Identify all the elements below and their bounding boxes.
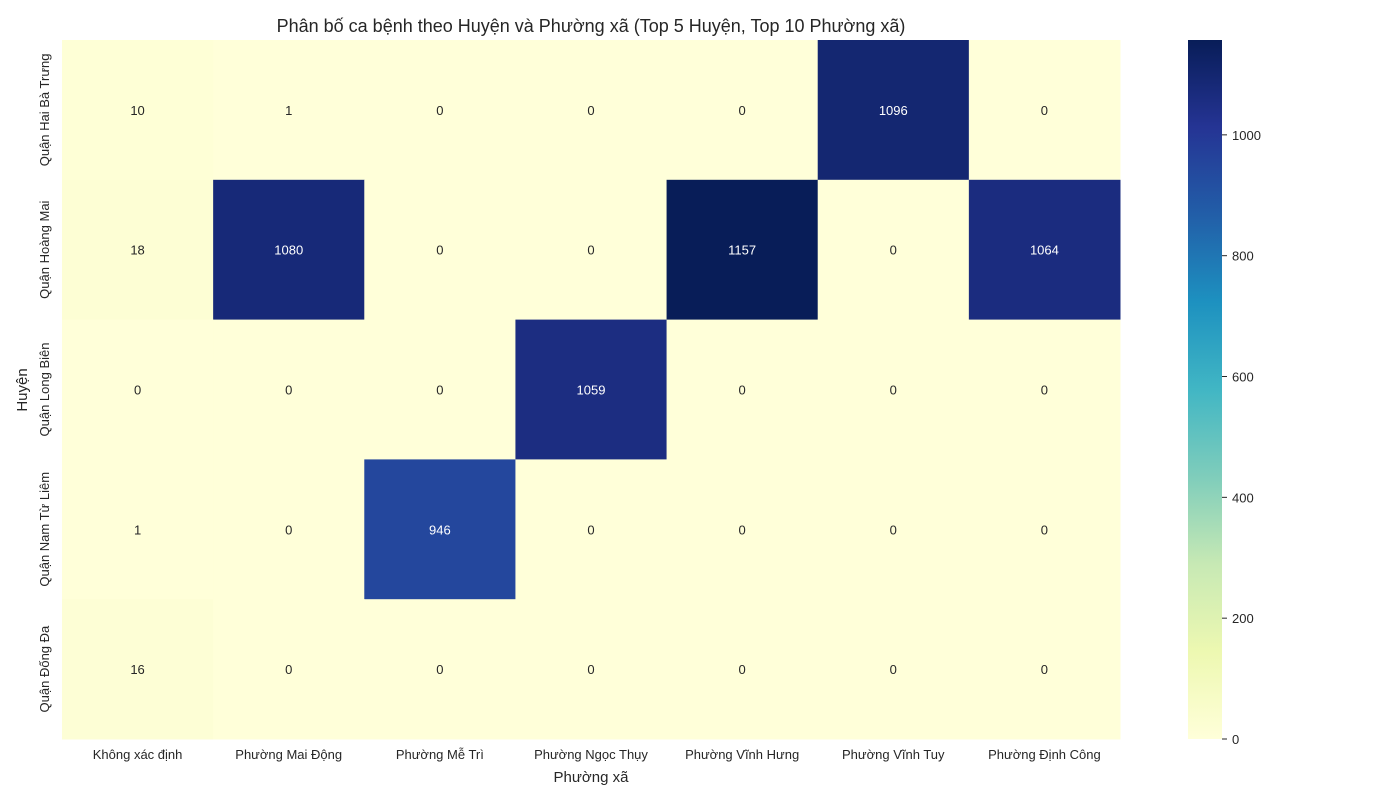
x-tick-labels: Không xác định Phường Mai Động Phường Mễ T… (93, 747, 1101, 762)
x-tick-label: Phường Mai Động (235, 747, 342, 762)
cell-value-label: 1096 (879, 103, 908, 118)
heatmap-cell (62, 459, 214, 600)
colorbar-tick-label: 600 (1232, 370, 1254, 385)
heatmap-cell (968, 599, 1121, 740)
heatmap-cell (213, 179, 365, 321)
cell-value-label: 0 (587, 103, 594, 118)
cell-value-label: 1059 (577, 383, 606, 398)
heatmap-cell (515, 319, 668, 460)
chart-title: Phân bố ca bệnh theo Huyện và Phường xã … (277, 16, 906, 36)
y-axis-label: Huyện (14, 368, 31, 411)
cell-value-label: 0 (739, 522, 746, 537)
cell-value-label: 0 (1041, 662, 1048, 677)
x-tick-label: Phường Vĩnh Hưng (685, 747, 799, 762)
cell-value-label: 0 (436, 383, 443, 398)
heatmap-cell (62, 40, 214, 181)
y-tick-label: Quận Hoàng Mai (37, 200, 52, 298)
cell-value-label: 0 (587, 522, 594, 537)
x-tick-label: Phường Mễ Trì (396, 747, 484, 762)
cell-value-label: 1157 (728, 243, 756, 258)
heatmap-cell (515, 459, 668, 600)
cell-value-label: 10 (130, 103, 144, 118)
colorbar (1188, 40, 1222, 739)
heatmap-cell (515, 599, 668, 740)
heatmap-cell (666, 179, 819, 321)
x-tick-label: Không xác định (93, 747, 183, 762)
cell-value-label: 0 (285, 662, 292, 677)
cell-value-label: 0 (1041, 103, 1048, 118)
cell-value-label: 0 (587, 662, 594, 677)
cell-value-label: 0 (436, 243, 443, 258)
heatmap-cell (213, 319, 365, 460)
heatmap-cell (515, 179, 668, 321)
colorbar-tick-label: 400 (1232, 490, 1254, 505)
heatmap-cell (364, 40, 516, 181)
heatmap-cell (666, 40, 819, 181)
cell-value-label: 0 (587, 243, 594, 258)
cell-value-label: 0 (890, 662, 897, 677)
x-tick-label: Phường Ngọc Thụy (534, 747, 648, 762)
cell-value-label: 0 (739, 662, 746, 677)
cell-value-label: 1064 (1030, 243, 1059, 258)
y-tick-label: Quận Nam Từ Liêm (37, 472, 52, 587)
cell-value-label: 0 (436, 662, 443, 677)
cell-value-label: 18 (130, 243, 144, 258)
cell-value-label: 0 (1041, 522, 1048, 537)
heatmap-cell (666, 459, 819, 600)
heatmap-cell (213, 459, 365, 600)
heatmap-cell (364, 319, 516, 460)
cell-value-label: 0 (285, 383, 292, 398)
heatmap-cell (364, 179, 516, 321)
heatmap-cell (62, 179, 214, 321)
heatmap-cell (817, 40, 970, 181)
cell-value-label: 0 (890, 383, 897, 398)
y-tick-labels: Quận Hai Bà Trưng Quận Hoàng Mai Quận Long… (37, 54, 52, 713)
heatmap-cells (62, 40, 1121, 740)
heatmap-cell (817, 599, 970, 740)
heatmap-cell (968, 179, 1121, 321)
heatmap-cell (666, 319, 819, 460)
y-tick-label: Quận Hai Bà Trưng (37, 54, 52, 167)
heatmap-cell (817, 459, 970, 600)
heatmap-cell (515, 40, 668, 181)
colorbar-tick-label: 0 (1232, 732, 1239, 747)
x-axis-label: Phường xã (554, 769, 630, 786)
cell-value-label: 1 (134, 522, 141, 537)
cell-value-label: 1 (285, 103, 292, 118)
heatmap-cell (817, 319, 970, 460)
heatmap-cell (968, 459, 1121, 600)
cell-value-label: 16 (130, 662, 144, 677)
y-tick-label: Quận Đống Đa (37, 625, 52, 712)
cell-value-label: 0 (285, 522, 292, 537)
cell-value-label: 0 (890, 243, 897, 258)
heatmap-cell (62, 319, 214, 460)
heatmap-cell (666, 599, 819, 740)
x-tick-label: Phường Định Công (988, 747, 1101, 762)
cell-value-label: 0 (134, 383, 141, 398)
cell-value-label: 946 (429, 522, 451, 537)
colorbar-ticks: 0 200 400 600 800 1000 (1222, 128, 1261, 747)
heatmap-cell (213, 599, 365, 740)
heatmap-cell (213, 40, 365, 181)
heatmap-cell (817, 179, 970, 321)
colorbar-tick-label: 200 (1232, 611, 1254, 626)
heatmap-cell (364, 459, 516, 600)
cell-value-label: 1080 (274, 243, 303, 258)
cell-value-label: 0 (739, 383, 746, 398)
heatmap-cell (968, 319, 1121, 460)
heatmap-cell (62, 599, 214, 740)
heatmap-cell (968, 40, 1121, 181)
cell-value-label: 0 (890, 522, 897, 537)
colorbar-tick-label: 800 (1232, 249, 1254, 264)
x-tick-label: Phường Vĩnh Tuy (842, 747, 945, 762)
cell-value-label: 0 (436, 103, 443, 118)
y-tick-label: Quận Long Biên (37, 343, 52, 437)
colorbar-tick-label: 1000 (1232, 128, 1261, 143)
cell-value-label: 0 (739, 103, 746, 118)
cell-value-label: 0 (1041, 383, 1048, 398)
heatmap-cell (364, 599, 516, 740)
